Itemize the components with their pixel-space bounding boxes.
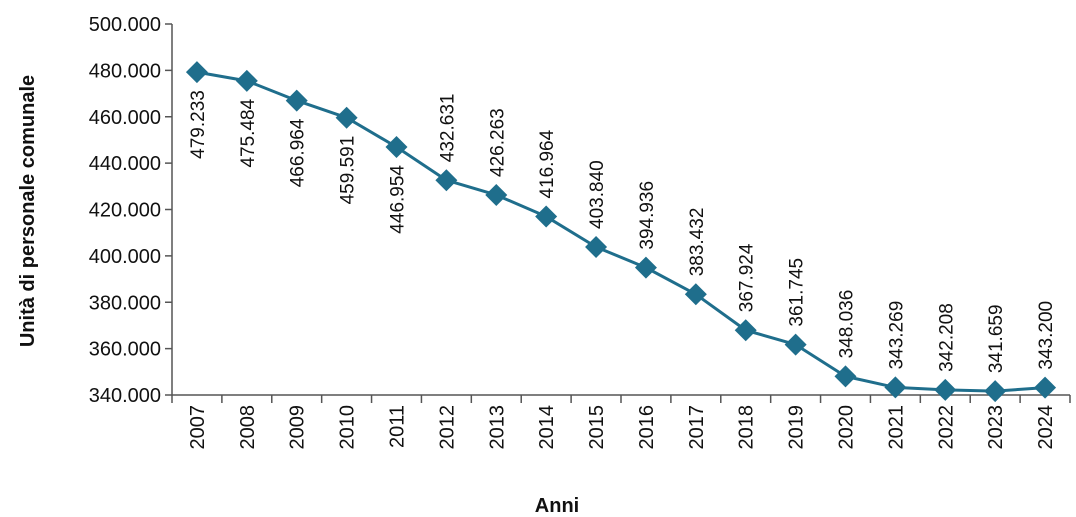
x-tick-label: 2007	[187, 405, 209, 450]
y-tick-label: 500.000	[89, 14, 161, 36]
data-label: 426.263	[487, 108, 508, 177]
data-point-marker	[1034, 376, 1057, 399]
data-point-marker	[485, 183, 508, 206]
x-tick-label: 2011	[387, 405, 409, 448]
x-tick-label: 2021	[885, 405, 907, 450]
data-label: 343.200	[1036, 301, 1057, 370]
data-point-marker	[285, 89, 308, 112]
data-label: 341.659	[986, 304, 1007, 373]
data-label: 394.936	[637, 181, 658, 250]
y-tick-label: 340.000	[89, 385, 161, 407]
data-point-marker	[784, 333, 807, 356]
data-label: 432.631	[437, 94, 458, 163]
data-point-marker	[984, 380, 1007, 403]
data-label: 403.840	[587, 160, 608, 229]
y-tick-label: 480.000	[89, 60, 161, 82]
data-label: 342.208	[936, 303, 957, 372]
data-point-marker	[185, 61, 208, 84]
data-point-marker	[335, 106, 358, 129]
x-tick-label: 2020	[836, 405, 858, 450]
data-label: 416.964	[537, 129, 558, 198]
data-point-marker	[684, 283, 707, 306]
x-tick-label: 2010	[337, 405, 359, 450]
data-label: 383.432	[687, 208, 708, 277]
x-tick-label: 2016	[636, 405, 658, 450]
data-label: 361.745	[787, 258, 808, 327]
x-tick-label: 2024	[1035, 405, 1057, 450]
y-tick-label: 360.000	[89, 339, 161, 361]
y-tick-label: 400.000	[89, 246, 161, 268]
x-tick-label: 2017	[686, 405, 708, 450]
data-point-marker	[535, 205, 558, 228]
series-line	[196, 70, 1046, 393]
x-axis-title: Anni	[535, 495, 579, 517]
data-point-marker	[435, 169, 458, 192]
y-tick-label: 380.000	[89, 292, 161, 314]
data-point-marker	[634, 256, 657, 279]
x-tick-label: 2023	[985, 405, 1007, 450]
x-tick-label: 2013	[486, 405, 508, 450]
y-tick-label: 460.000	[89, 107, 161, 129]
x-axis: 2007 2008 2009 2010 2011 2012 2013 2014 2015 2016…	[171, 394, 1071, 450]
data-label: 466.964	[288, 118, 309, 187]
data-labels: 479.233 475.484 466.964 459.591 446.954 432.6…	[188, 90, 1057, 373]
data-label: 459.591	[338, 136, 359, 205]
x-tick-label: 2012	[436, 405, 458, 450]
x-tick-label: 2022	[935, 405, 957, 450]
data-point-marker	[884, 376, 907, 399]
x-tick-label: 2015	[586, 405, 608, 450]
data-point-marker	[734, 319, 757, 342]
y-axis-title: Unità di personale comunale	[17, 75, 39, 347]
x-tick-label: 2014	[536, 405, 558, 450]
data-point-marker	[385, 136, 408, 159]
data-point-marker	[834, 365, 857, 388]
y-tick-label: 420.000	[89, 200, 161, 222]
series-line-group	[185, 61, 1057, 403]
data-label: 475.484	[238, 98, 259, 167]
data-point-marker	[585, 235, 608, 258]
x-tick-label: 2019	[786, 405, 808, 450]
data-point-marker	[934, 378, 957, 401]
x-tick-label: 2009	[287, 405, 309, 450]
data-point-marker	[235, 69, 258, 92]
data-label: 348.036	[837, 290, 858, 359]
data-label: 367.924	[737, 243, 758, 312]
y-axis: 340.000 360.000 380.000 400.000 420.000 440.0…	[89, 14, 173, 407]
x-tick-label: 2008	[237, 405, 259, 450]
data-label: 446.954	[388, 165, 409, 234]
data-label: 479.233	[188, 90, 209, 159]
data-label: 343.269	[886, 301, 907, 370]
y-tick-label: 440.000	[89, 153, 161, 175]
x-tick-label: 2018	[736, 405, 758, 450]
